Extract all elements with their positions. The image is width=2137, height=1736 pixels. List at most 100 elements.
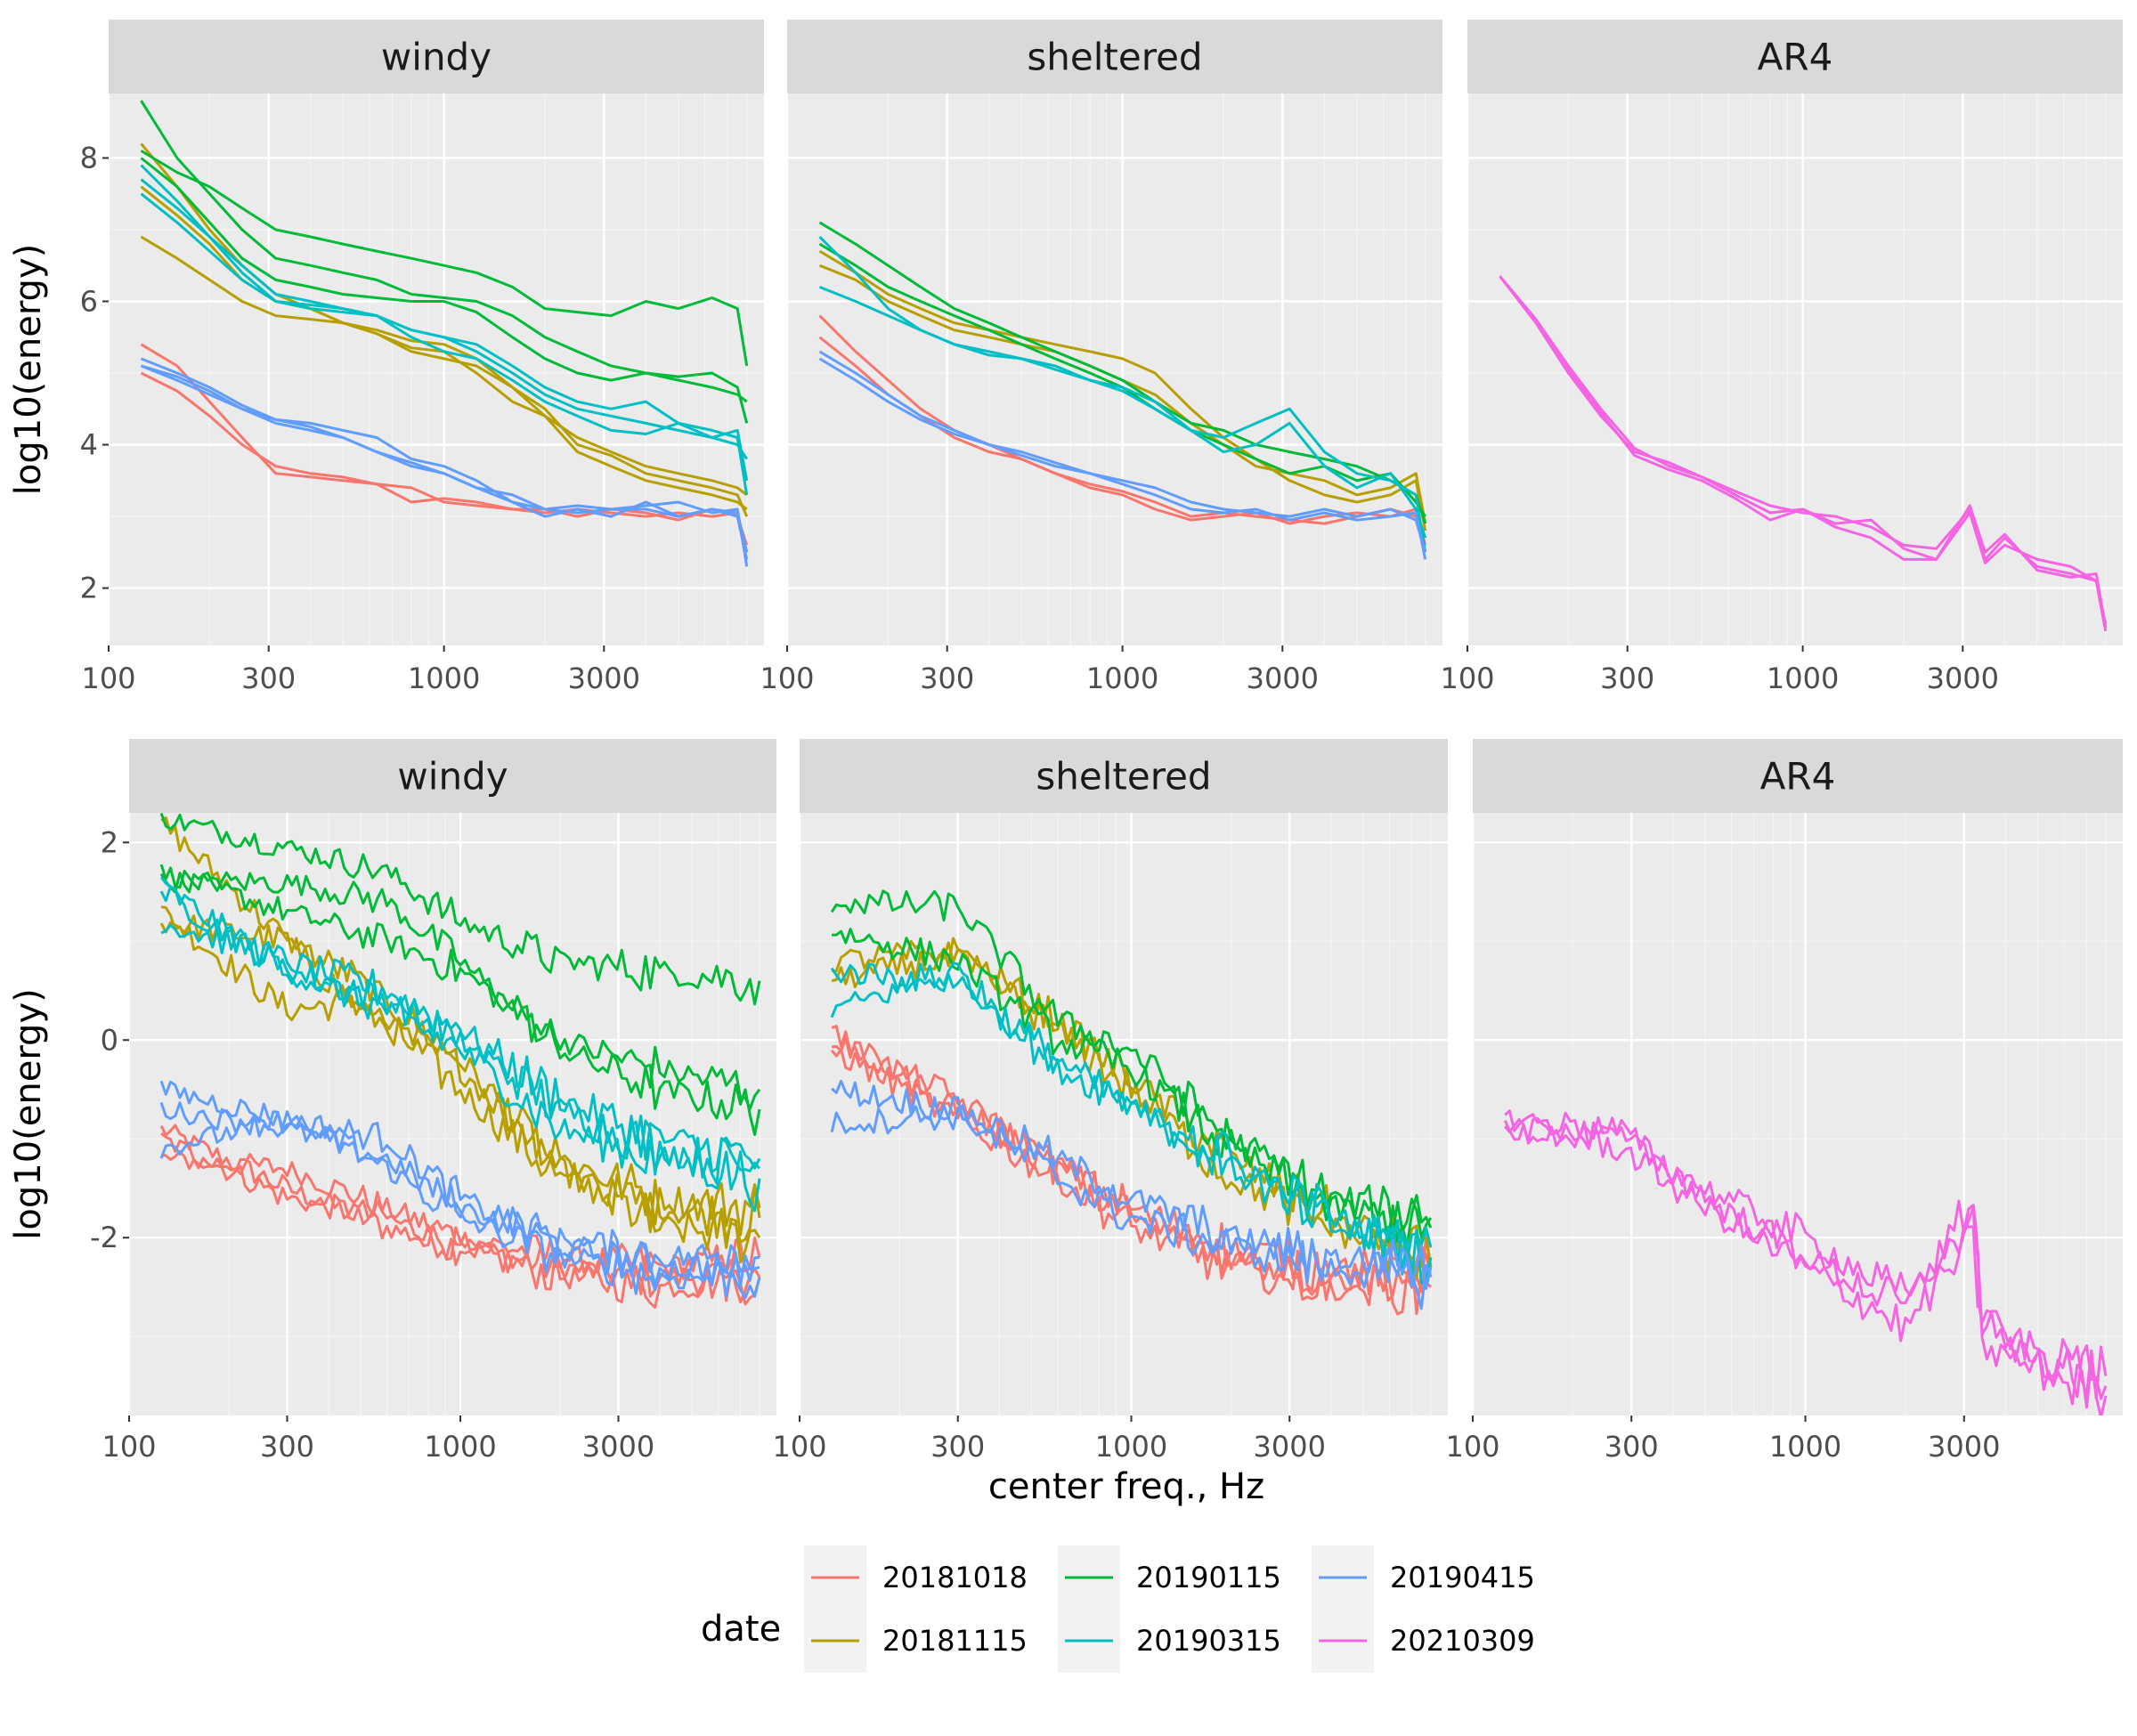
y-tick-label: 2 xyxy=(80,572,98,605)
series-group xyxy=(830,889,1433,1316)
series-line-20190315 xyxy=(818,286,1427,539)
panel-windy-row1: windy 100 300 1000 3000 2 4 6 8 xyxy=(80,20,764,695)
series-line-20190415 xyxy=(818,350,1427,553)
facet-label-AR4: AR4 xyxy=(1758,36,1833,79)
series-line-20181018 xyxy=(160,1132,761,1309)
series-line-20181018 xyxy=(831,1037,1433,1294)
series-line-20190315 xyxy=(159,876,761,1213)
legend-label: 20190415 xyxy=(1390,1561,1535,1594)
panel-sheltered-row1: sheltered 100 300 1000 3000 xyxy=(760,20,1442,695)
series-line-20190415 xyxy=(159,1110,761,1300)
x-tick-label: 1000 xyxy=(1086,661,1158,695)
series-line-20190415 xyxy=(818,357,1427,560)
series-line-20181018 xyxy=(830,1048,1432,1316)
series-line-20181018 xyxy=(140,371,749,546)
series-group xyxy=(159,813,761,1309)
series-line-20190315 xyxy=(830,961,1433,1265)
series-line-20190315 xyxy=(830,962,1433,1285)
y-axis-title: log10(energy) xyxy=(8,988,49,1239)
y-tick-label: 4 xyxy=(80,428,98,462)
legend: date 20181018 20181115 20190115 20190315 2019… xyxy=(701,1545,1535,1673)
x-tick-label: 3000 xyxy=(1927,661,1999,695)
y-tick-label: 8 xyxy=(80,141,98,174)
series-line-20210309 xyxy=(1499,275,2108,629)
panel-AR4-row1: AR4 100 300 1000 3000 xyxy=(1440,20,2123,695)
legend-title: date xyxy=(701,1609,781,1650)
legend-item-20190415: 20190415 xyxy=(1312,1545,1535,1610)
x-tick-label: 3000 xyxy=(1247,661,1319,695)
plot-background xyxy=(1467,93,2123,645)
y-tick-label: -2 xyxy=(90,1221,118,1254)
x-tick-label: 1000 xyxy=(424,1430,496,1464)
x-tick-label: 3000 xyxy=(1254,1430,1326,1464)
facet-label-sheltered: sheltered xyxy=(1027,36,1202,79)
facet-label-windy: windy xyxy=(397,755,508,799)
x-tick-label: 3000 xyxy=(568,661,640,695)
legend-label: 20190115 xyxy=(1136,1561,1281,1594)
x-tick-label: 1000 xyxy=(1769,1430,1841,1464)
x-tick-label: 300 xyxy=(920,661,974,695)
legend-item-20190115: 20190115 xyxy=(1058,1545,1281,1610)
facet-strip xyxy=(800,739,1448,813)
facet-strip xyxy=(1473,739,2123,813)
facet-label-AR4: AR4 xyxy=(1760,755,1836,799)
x-tick-label: 300 xyxy=(1600,661,1654,695)
x-tick-label: 100 xyxy=(1445,1430,1499,1464)
facet-strip xyxy=(109,20,764,93)
x-tick-label: 300 xyxy=(260,1430,314,1464)
legend-item-20190315: 20190315 xyxy=(1058,1609,1281,1673)
series-line-20181115 xyxy=(140,235,749,517)
series-line-20190115 xyxy=(818,242,1426,517)
legend-label: 20181115 xyxy=(882,1624,1028,1658)
facet-label-sheltered: sheltered xyxy=(1036,755,1211,799)
series-group xyxy=(818,221,1427,560)
x-tick-label: 3000 xyxy=(1928,1430,2000,1464)
series-line-20190315 xyxy=(140,192,749,496)
series-line-20190115 xyxy=(832,928,1433,1247)
x-tick-label: 100 xyxy=(772,1430,826,1464)
series-line-20190415 xyxy=(159,1101,760,1282)
panel-windy-row2: windy 100 300 1000 3000 -2 0 2 xyxy=(90,739,776,1464)
series-line-20190115 xyxy=(140,157,749,424)
x-tick-label: 100 xyxy=(102,1430,156,1464)
plot-background xyxy=(1473,813,2123,1416)
x-tick-label: 1000 xyxy=(1095,1430,1167,1464)
y-tick-label: 2 xyxy=(101,825,118,859)
series-line-20190115 xyxy=(140,150,749,367)
legend-item-20181018: 20181018 xyxy=(804,1545,1028,1610)
series-line-20190115 xyxy=(159,813,761,1006)
series-line-20190115 xyxy=(818,221,1427,524)
legend-label: 20181018 xyxy=(882,1561,1028,1594)
x-tick-label: 100 xyxy=(81,661,135,695)
facet-row-2: log10(energy) windy 100 300 1000 3000 -2 0 2 shel… xyxy=(8,739,2123,1464)
series-line-20190115 xyxy=(830,889,1433,1238)
series-line-20181115 xyxy=(159,914,761,1237)
y-tick-label: 0 xyxy=(101,1023,118,1057)
x-tick-label: 300 xyxy=(1605,1430,1659,1464)
series-line-20210309 xyxy=(1504,1116,2108,1416)
x-tick-label: 100 xyxy=(760,661,814,695)
series-line-20190115 xyxy=(140,100,748,403)
plot-background xyxy=(787,93,1442,645)
series-line-20190415 xyxy=(831,1079,1433,1290)
x-tick-label: 300 xyxy=(930,1430,985,1464)
x-tick-label: 1000 xyxy=(408,661,480,695)
series-line-20190315 xyxy=(140,178,749,482)
series-line-20181115 xyxy=(160,905,761,1244)
x-tick-label: 100 xyxy=(1440,661,1494,695)
x-tick-label: 3000 xyxy=(582,1430,654,1464)
series-line-20190115 xyxy=(159,871,761,1136)
series-group xyxy=(1499,275,2108,632)
series-group xyxy=(140,100,749,567)
legend-item-20181115: 20181115 xyxy=(804,1609,1028,1673)
series-line-20190415 xyxy=(141,364,749,553)
series-line-20210309 xyxy=(1499,275,2108,632)
plot-background xyxy=(109,93,764,645)
x-tick-label: 300 xyxy=(241,661,296,695)
plot-background xyxy=(800,813,1448,1416)
series-line-20190415 xyxy=(830,1104,1433,1310)
series-line-20190315 xyxy=(140,164,748,460)
x-axis-title: center freq., Hz xyxy=(988,1466,1264,1507)
